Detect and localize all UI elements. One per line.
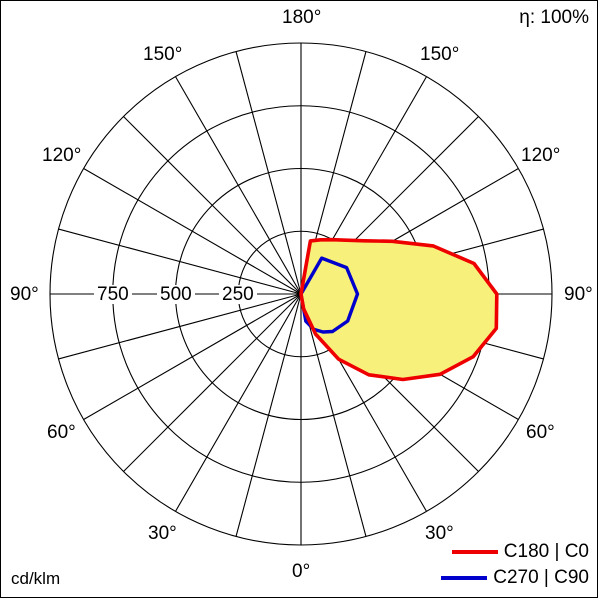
unit-label: cd/klm xyxy=(11,569,61,588)
legend: C180 | C0 C270 | C90 xyxy=(441,539,589,591)
angle-label-9: 90° xyxy=(10,284,39,305)
angle-label-10: 60° xyxy=(47,422,76,443)
legend-label-c180-c0: C180 | C0 xyxy=(503,541,589,562)
legend-item-c270-c90: C270 | C90 xyxy=(441,565,589,591)
angle-label-0: 0° xyxy=(292,561,311,582)
legend-label-c270-c90: C270 | C90 xyxy=(493,567,589,588)
angle-label-5: 150° xyxy=(420,44,460,65)
angle-label-1: 30° xyxy=(425,523,454,544)
angle-label-3: 90° xyxy=(564,284,593,305)
radial-label-500: 500 xyxy=(157,285,195,304)
radial-label-250: 250 xyxy=(219,285,257,304)
efficiency-label: η: 100% xyxy=(519,7,589,28)
legend-swatch-blue xyxy=(441,576,488,580)
legend-item-c180-c0: C180 | C0 xyxy=(441,539,589,565)
angle-label-7: 150° xyxy=(143,44,183,65)
angle-label-11: 30° xyxy=(148,523,177,544)
angle-label-2: 60° xyxy=(526,422,555,443)
angle-label-6: 180° xyxy=(282,7,322,28)
radial-label-750: 750 xyxy=(94,285,132,304)
angle-label-8: 120° xyxy=(42,145,82,166)
angle-label-4: 120° xyxy=(521,145,561,166)
legend-swatch-red xyxy=(451,550,498,554)
